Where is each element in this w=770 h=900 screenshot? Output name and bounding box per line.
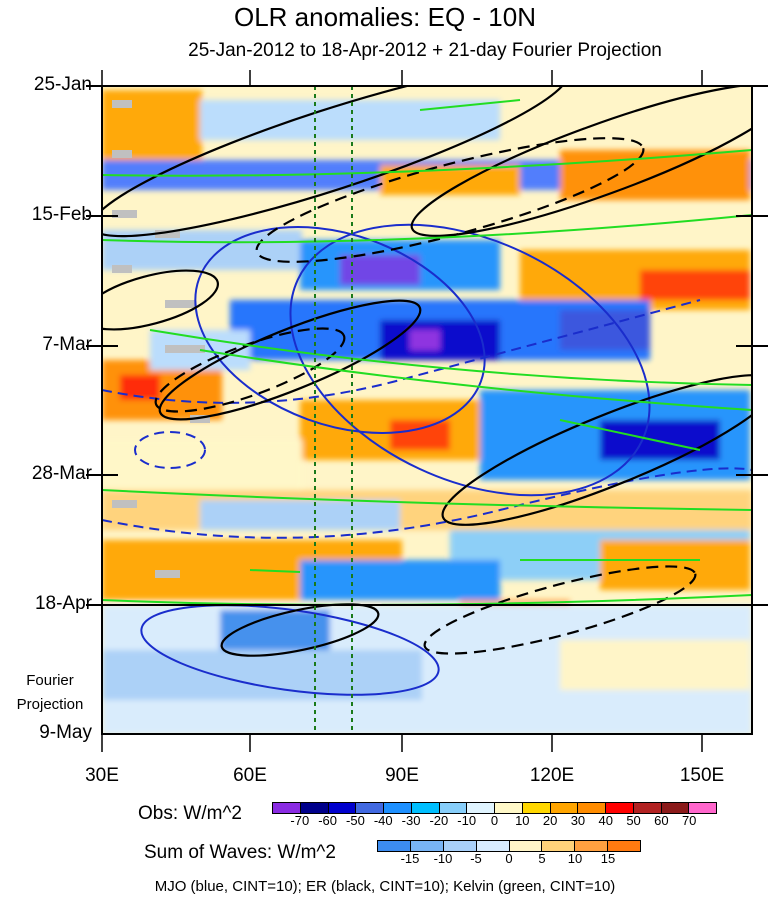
waves-colorbar-swatch (542, 841, 576, 851)
chart-subtitle: 25-Jan-2012 to 18-Apr-2012 + 21-day Four… (188, 40, 662, 61)
waves-colorbar-label: 10 (567, 851, 583, 866)
x-tick-label: 150E (679, 765, 725, 786)
obs-colorbar-swatch (467, 803, 495, 813)
obs-colorbar-label: 0 (490, 813, 499, 828)
obs-colorbar-swatch (522, 803, 551, 813)
obs-colorbar-swatch (689, 803, 716, 813)
obs-colorbar-label: -10 (457, 813, 477, 828)
obs-colorbar-swatch (384, 803, 412, 813)
obs-colorbar-swatch (661, 803, 690, 813)
waves-colorbar-swatch (410, 841, 444, 851)
obs-colorbar-title: Obs: W/m^2 (138, 803, 242, 824)
y-tick-label: 18-Apr (34, 593, 92, 614)
x-ticks (101, 70, 703, 752)
obs-colorbar-swatch (300, 803, 329, 813)
anomaly-field (102, 86, 752, 734)
obs-colorbar-label: 10 (515, 813, 530, 828)
y-tick-label: 7-Mar (42, 334, 92, 355)
obs-colorbar-labels: -70 -60 -50 -40 -30 -20 -10 0 10 20 30 40 50 60 70 (272, 813, 715, 829)
obs-colorbar-label: 30 (570, 813, 586, 828)
obs-colorbar-swatch (495, 803, 523, 813)
waves-colorbar-labels: -15 -10 -5 0 5 10 15 (377, 851, 639, 867)
waves-colorbar-swatch (476, 841, 510, 851)
waves-colorbar-swatch (443, 841, 477, 851)
obs-colorbar (272, 802, 717, 814)
x-tick-label: 120E (529, 765, 575, 786)
obs-colorbar-label: 20 (542, 813, 558, 828)
x-tick-label: 30E (85, 765, 119, 786)
x-tick-label: 90E (385, 765, 419, 786)
fourier-label-line1: Fourier (26, 672, 74, 689)
obs-colorbar-swatch (633, 803, 662, 813)
waves-colorbar (377, 840, 641, 852)
obs-colorbar-swatch (328, 803, 357, 813)
waves-colorbar-swatch (509, 841, 543, 851)
obs-colorbar-label: -20 (429, 813, 449, 828)
obs-colorbar-swatch (273, 803, 301, 813)
y-ticks (86, 85, 768, 476)
obs-colorbar-swatch (606, 803, 634, 813)
obs-colorbar-label: -50 (346, 813, 365, 828)
waves-colorbar-label: 15 (600, 851, 616, 866)
footnote: MJO (blue, CINT=10); ER (black, CINT=10)… (154, 878, 616, 895)
waves-colorbar-swatch (378, 841, 411, 851)
y-tick-label: 28-Mar (31, 463, 92, 484)
waves-colorbar-label: -10 (433, 851, 453, 866)
obs-colorbar-label: 70 (681, 813, 697, 828)
waves-colorbar-swatch (575, 841, 609, 851)
waves-colorbar-label: 5 (538, 851, 546, 866)
chart-title: OLR anomalies: EQ - 10N (233, 2, 536, 32)
obs-colorbar-swatch (411, 803, 440, 813)
obs-colorbar-label: -40 (373, 813, 393, 828)
waves-colorbar-label: 0 (505, 851, 513, 866)
obs-colorbar-label: -30 (401, 813, 421, 828)
obs-colorbar-swatch (578, 803, 606, 813)
obs-colorbar-label: 40 (598, 813, 613, 828)
fourier-projection-label: Fourier Projection (0, 669, 100, 717)
obs-colorbar-label: -70 (290, 813, 310, 828)
waves-colorbar-swatch (608, 841, 640, 851)
fourier-label-line2: Projection (16, 696, 84, 713)
waves-colorbar-label: -15 (400, 851, 420, 866)
obs-colorbar-swatch (356, 803, 384, 813)
y-tick-label: 25-Jan (33, 74, 92, 95)
obs-colorbar-label: -60 (318, 813, 338, 828)
x-tick-label: 60E (233, 765, 267, 786)
y-tick-label: 15-Feb (31, 204, 92, 225)
obs-colorbar-swatch (550, 803, 579, 813)
waves-colorbar-label: -5 (470, 851, 482, 866)
obs-colorbar-swatch (439, 803, 468, 813)
obs-colorbar-label: 60 (654, 813, 669, 828)
obs-colorbar-label: 50 (626, 813, 641, 828)
waves-colorbar-title: Sum of Waves: W/m^2 (144, 842, 336, 863)
y-tick-label: 9-May (39, 722, 92, 743)
